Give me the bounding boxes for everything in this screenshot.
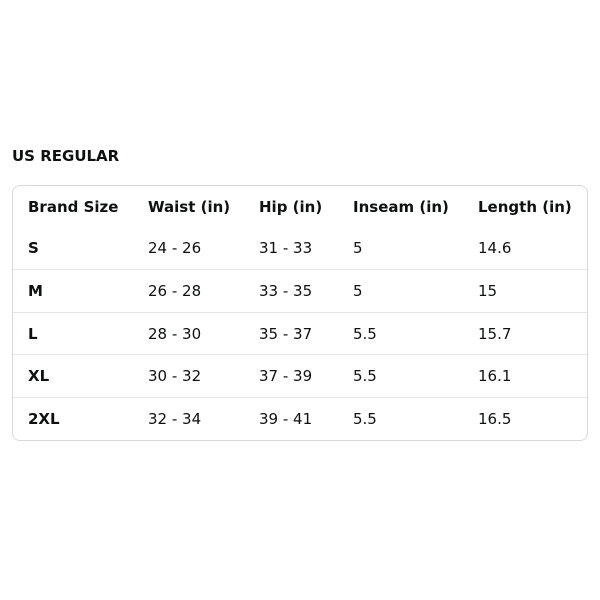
- table-cell: 31 - 33: [259, 239, 313, 258]
- table-cell: 30 - 32: [148, 367, 202, 386]
- header-cell: Inseam (in): [353, 197, 449, 216]
- table-cell: 5.5: [353, 409, 377, 428]
- size-chart-table: Brand Size Waist (in) Hip (in) Inseam (i…: [12, 185, 588, 441]
- table-cell: M: [28, 281, 43, 300]
- table-row: 2XL 32 - 34 39 - 41 5.5 16.5: [13, 396, 587, 440]
- table-header-row: Brand Size Waist (in) Hip (in) Inseam (i…: [13, 186, 587, 228]
- table-cell: 37 - 39: [259, 367, 313, 386]
- table-cell: 16.5: [478, 409, 512, 428]
- table-cell: 5.5: [353, 367, 377, 386]
- table-cell: 28 - 30: [148, 324, 202, 343]
- table-cell: 24 - 26: [148, 239, 202, 258]
- header-cell: Length (in): [478, 197, 572, 216]
- header-cell: Brand Size: [28, 197, 119, 216]
- table-cell: 39 - 41: [259, 409, 313, 428]
- table-row: L 28 - 30 35 - 37 5.5 15.7: [13, 311, 587, 355]
- table-cell: 35 - 37: [259, 324, 313, 343]
- table-cell: 5: [353, 281, 363, 300]
- table-title: US REGULAR: [12, 147, 120, 165]
- table-cell: L: [28, 324, 38, 343]
- table-cell: 26 - 28: [148, 281, 202, 300]
- table-cell: XL: [28, 367, 50, 386]
- table-row: XL 30 - 32 37 - 39 5.5 16.1: [13, 354, 587, 397]
- header-cell: Waist (in): [148, 197, 231, 216]
- table-cell: 32 - 34: [148, 409, 202, 428]
- table-cell: S: [28, 239, 39, 258]
- header-cell: Hip (in): [259, 197, 323, 216]
- table-cell: 33 - 35: [259, 281, 313, 300]
- table-row: M 26 - 28 33 - 35 5 15: [13, 269, 587, 312]
- table-cell: 5.5: [353, 324, 377, 343]
- table-cell: 15: [478, 281, 498, 300]
- table-cell: 2XL: [28, 409, 60, 428]
- table-cell: 16.1: [478, 367, 512, 386]
- table-cell: 5: [353, 239, 363, 258]
- table-cell: 14.6: [478, 239, 512, 258]
- table-row: S 24 - 26 31 - 33 5 14.6: [13, 228, 587, 270]
- table-cell: 15.7: [478, 324, 512, 343]
